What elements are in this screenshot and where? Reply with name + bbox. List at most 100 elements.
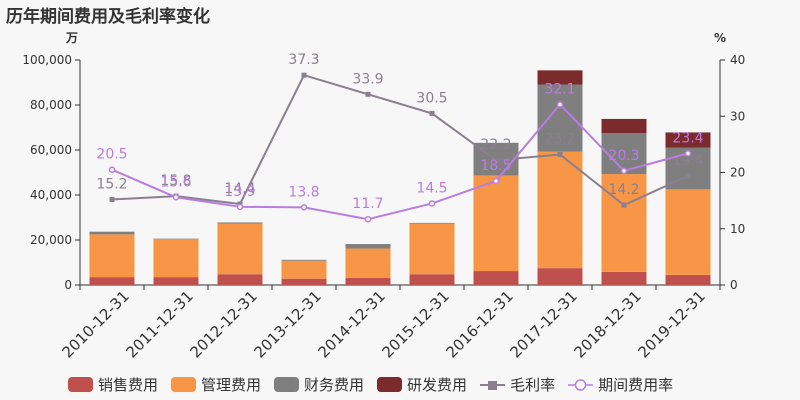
data-label-expense-ratio: 20.5 bbox=[96, 147, 127, 163]
x-tick-label: 2018-12-31 bbox=[570, 287, 644, 361]
point-expense-ratio bbox=[492, 177, 500, 185]
legend-label-gross-margin: 毛利率 bbox=[510, 376, 556, 394]
y-left-tick-label: 20,000 bbox=[30, 233, 72, 247]
bar-segment bbox=[409, 274, 455, 285]
legend-item-gross-margin[interactable]: 毛利率 bbox=[480, 374, 555, 395]
data-label-expense-ratio: 11.7 bbox=[352, 196, 383, 212]
data-label-expense-ratio: 15.6 bbox=[160, 174, 191, 190]
x-tick-label: 2019-12-31 bbox=[634, 287, 708, 361]
legend-item-admin[interactable]: 管理费用 bbox=[171, 374, 261, 395]
x-tick-label: 2017-12-31 bbox=[506, 287, 580, 361]
bar-segment bbox=[345, 277, 391, 285]
data-label-gross-margin: 33.9 bbox=[352, 71, 383, 87]
data-label-gross-margin: 22.2 bbox=[480, 137, 511, 153]
bar-segment bbox=[153, 239, 199, 278]
legend-label-admin: 管理费用 bbox=[201, 376, 262, 394]
x-tick-label: 2010-12-31 bbox=[58, 287, 132, 361]
chart-title: 历年期间费用及毛利率变化 bbox=[6, 7, 210, 27]
data-label-gross-margin: 30.5 bbox=[416, 90, 447, 106]
legend-item-sales[interactable]: 销售费用 bbox=[68, 374, 158, 395]
x-tick-label: 2011-12-31 bbox=[122, 287, 196, 361]
bar-segment bbox=[281, 259, 327, 261]
point-expense-ratio bbox=[236, 203, 244, 211]
bar-segment bbox=[281, 260, 327, 279]
bar-segment bbox=[537, 268, 583, 285]
line-gross-margin bbox=[111, 73, 689, 207]
point-gross-margin bbox=[301, 72, 307, 78]
bar-segment bbox=[473, 271, 519, 285]
bar-segment bbox=[217, 222, 263, 224]
point-gross-margin bbox=[557, 152, 563, 157]
point-gross-margin bbox=[493, 157, 499, 163]
bar-segment bbox=[537, 70, 583, 85]
line-expense-ratio bbox=[111, 102, 689, 221]
legend-item-finance[interactable]: 财务费用 bbox=[274, 374, 364, 395]
x-tick-label: 2014-12-31 bbox=[314, 287, 388, 361]
y-right-tick-label: 0 bbox=[730, 278, 738, 292]
x-tick-label: 2015-12-31 bbox=[378, 287, 452, 361]
point-expense-ratio bbox=[300, 204, 308, 211]
data-label-expense-ratio: 20.3 bbox=[608, 148, 639, 164]
legend-item-expense-ratio[interactable]: 期间费用率 bbox=[568, 374, 673, 395]
point-gross-margin bbox=[109, 197, 115, 202]
legend-swatch-admin bbox=[171, 377, 197, 392]
x-tick-label: 2012-12-31 bbox=[186, 287, 260, 361]
data-label-expense-ratio: 14.5 bbox=[416, 180, 447, 196]
legend-label-expense-ratio: 期间费用率 bbox=[598, 376, 674, 394]
bar-segment bbox=[537, 151, 583, 269]
x-tick-label: 2013-12-31 bbox=[250, 287, 324, 361]
point-expense-ratio bbox=[428, 200, 436, 207]
legend-item-rnd[interactable]: 研发费用 bbox=[377, 374, 467, 395]
point-expense-ratio bbox=[108, 166, 116, 173]
point-expense-ratio bbox=[684, 150, 692, 157]
data-label-expense-ratio: 32.1 bbox=[544, 81, 575, 97]
point-gross-margin bbox=[429, 110, 435, 116]
point-expense-ratio bbox=[620, 167, 628, 175]
data-label-gross-margin: 14.2 bbox=[608, 182, 639, 198]
legend-marker-gross-margin bbox=[480, 377, 506, 392]
y-axis-right-unit: % bbox=[714, 31, 726, 45]
bar-segment bbox=[89, 277, 135, 285]
bar-segment bbox=[537, 84, 583, 152]
point-expense-ratio bbox=[556, 101, 564, 108]
legend-swatch-sales bbox=[68, 377, 93, 392]
data-label-expense-ratio: 18.5 bbox=[480, 158, 511, 174]
bar-segment bbox=[345, 244, 391, 249]
bar-segment bbox=[665, 132, 711, 148]
bar-segment bbox=[665, 189, 711, 275]
data-label-gross-margin: 19.4 bbox=[672, 153, 703, 169]
y-right-tick-label: 10 bbox=[730, 222, 745, 236]
y-axis-left-unit: 万 bbox=[65, 31, 78, 45]
legend-marker-expense-ratio bbox=[568, 377, 594, 392]
bar-segment bbox=[153, 277, 199, 285]
bar-segment bbox=[217, 274, 263, 285]
point-gross-margin bbox=[365, 91, 371, 97]
chart-legend: 销售费用 管理费用 财务费用 研发费用 毛利率 期间费用率 bbox=[68, 374, 686, 395]
legend-label-finance: 财务费用 bbox=[304, 376, 365, 394]
bar-segment bbox=[89, 234, 135, 278]
legend-label-sales: 销售费用 bbox=[98, 376, 159, 394]
bar-segment bbox=[601, 271, 647, 285]
legend-swatch-finance bbox=[274, 377, 300, 392]
data-label-expense-ratio: 13.8 bbox=[288, 184, 319, 200]
point-expense-ratio bbox=[172, 194, 180, 201]
bar-segment bbox=[665, 274, 711, 285]
y-right-tick-label: 20 bbox=[730, 166, 745, 180]
bar-segment bbox=[409, 222, 455, 224]
legend-swatch-rnd bbox=[377, 377, 403, 392]
bar-segment bbox=[153, 238, 199, 240]
y-left-tick-label: 0 bbox=[64, 278, 72, 292]
bar-segment bbox=[473, 175, 519, 272]
y-right-tick-label: 30 bbox=[730, 109, 745, 123]
bar-segment bbox=[281, 278, 327, 285]
data-label-gross-margin: 14.4 bbox=[224, 181, 255, 197]
bar-segment bbox=[217, 223, 263, 275]
data-label-gross-margin: 37.3 bbox=[288, 52, 319, 68]
data-label-expense-ratio: 23.4 bbox=[672, 130, 703, 146]
y-left-tick-label: 60,000 bbox=[30, 143, 72, 157]
point-expense-ratio bbox=[364, 215, 372, 223]
data-label-expense-ratio: 13.9 bbox=[224, 184, 255, 200]
legend-label-rnd: 研发费用 bbox=[407, 376, 468, 394]
bar-segment bbox=[409, 223, 455, 275]
